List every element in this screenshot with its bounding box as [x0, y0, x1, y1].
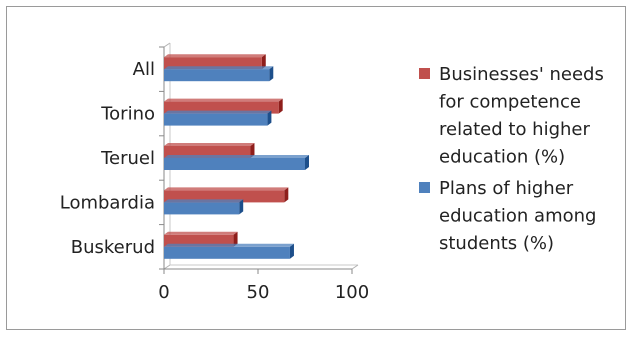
chart-frame: All Torino Teruel Lombardia Buskerud 0 50 100 …: [6, 6, 626, 330]
bar-side-face: [278, 98, 283, 114]
category-labels: All Torino Teruel Lombardia Buskerud: [60, 59, 155, 258]
bar-side-face: [284, 187, 289, 203]
bar-top-face: [164, 143, 255, 146]
bar: [164, 57, 262, 70]
x-tick-label: 0: [158, 282, 169, 303]
bar: [164, 69, 270, 82]
legend-swatch: [419, 182, 430, 193]
bar-top-face: [164, 54, 266, 58]
bar-top-face: [164, 110, 272, 114]
legend: Businesses' needs for competence related t…: [419, 64, 604, 254]
category-label: All: [133, 59, 155, 80]
legend-entry-line: Businesses' needs: [439, 64, 604, 85]
bar-side-face: [269, 66, 274, 82]
bar-top-face: [164, 155, 309, 158]
category-label: Buskerud: [71, 237, 155, 258]
bar-top-face: [164, 187, 289, 191]
axis-depth-bottom: [163, 264, 171, 270]
bar-side-face: [239, 199, 244, 215]
bar-side-face: [233, 231, 238, 247]
legend-entry-line: students (%): [439, 233, 554, 254]
bar-side-face: [289, 243, 294, 259]
x-tick-label: 100: [335, 282, 369, 303]
bar-side-face: [305, 155, 309, 170]
chart-bars: [164, 54, 309, 259]
bar-top-face: [164, 231, 238, 235]
bar: [164, 246, 290, 259]
category-label: Torino: [100, 104, 155, 125]
legend-entry-line: Plans of higher: [439, 178, 574, 199]
bar-top-face: [164, 66, 274, 70]
legend-swatch: [419, 68, 430, 79]
bar: [164, 202, 240, 215]
bar-top-face: [164, 98, 283, 102]
bar-top-face: [164, 243, 294, 247]
legend-entry-line: education (%): [439, 147, 565, 168]
axis-depth-top: [163, 42, 171, 48]
bar-top-face: [164, 199, 244, 203]
legend-entry-line: education among: [439, 206, 596, 227]
legend-entry-line: related to higher: [439, 119, 590, 140]
bar-side-face: [261, 54, 266, 70]
bar-side-face: [250, 143, 255, 158]
category-label: Teruel: [100, 148, 155, 169]
bar: [164, 158, 305, 170]
legend-entry-line: for competence: [439, 92, 581, 113]
category-label: Lombardia: [60, 192, 155, 213]
bar: [164, 113, 268, 126]
x-tick-labels: 0 50 100: [158, 282, 369, 303]
x-tick-label: 50: [247, 282, 270, 303]
floor-right-edge: [351, 264, 359, 270]
bar-side-face: [267, 110, 272, 126]
